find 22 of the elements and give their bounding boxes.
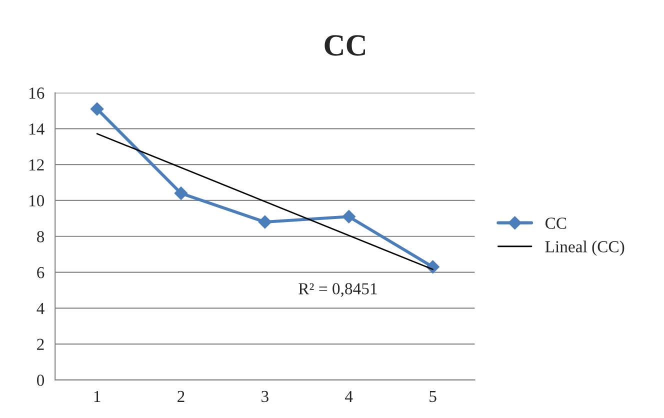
y-tick-label: 8 [36,231,44,242]
legend-label: CC [546,218,566,229]
y-tick-label: 16 [29,88,44,99]
point [90,102,104,116]
y-tick-label: 12 [29,159,44,170]
y-tick-label: 2 [37,338,44,350]
annotation: R² = 0,8451 [298,283,377,297]
point [258,215,272,229]
point [174,186,188,200]
point [342,210,356,224]
y-tick-label: 10 [29,195,44,206]
x-tick-label: 3 [262,390,268,402]
y-tick-label: 0 [36,374,44,386]
y-tick-label: 6 [37,267,44,278]
x-tick-label: 4 [345,390,353,402]
chart-title: CC [324,35,366,56]
legend-label: Lineal (CC) [545,240,624,256]
x-tick-label: 5 [430,391,436,402]
x-tick-label: 1 [94,390,100,402]
x-tick-label: 2 [178,390,184,402]
y-tick-label: 14 [29,123,44,134]
y-tick-label: 4 [36,302,44,314]
